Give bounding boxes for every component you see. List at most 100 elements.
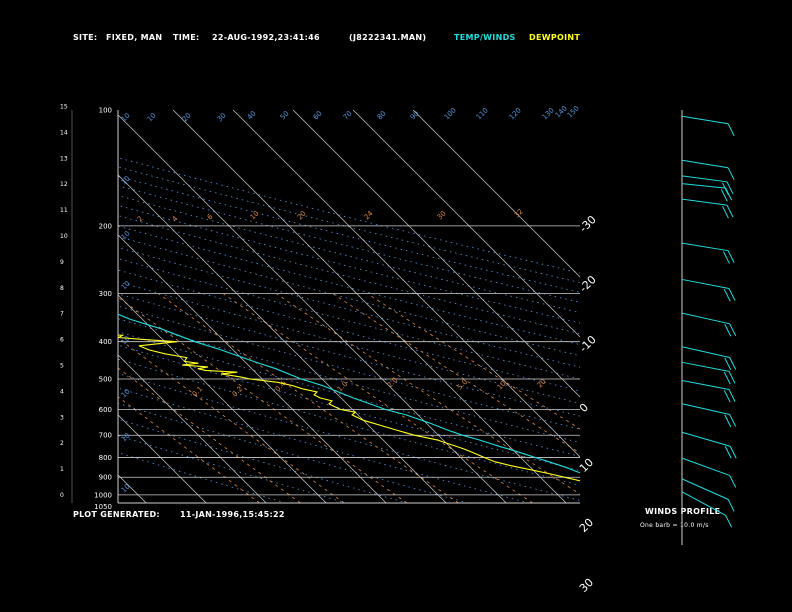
wind-barb-flag (729, 414, 737, 427)
isotherm-line (118, 294, 327, 503)
wind-barb-flag (727, 123, 735, 136)
isotherm-line (118, 234, 387, 503)
wind-barb-shaft (681, 198, 728, 206)
wind-barb-flag (729, 323, 737, 337)
wind-barb-flag (724, 414, 732, 428)
pressure-tick-label: 200 (99, 222, 112, 230)
dry-adiabat-line (118, 305, 580, 430)
mixing-ratio-label: 24 (363, 209, 375, 221)
dry-adiabat-line (118, 258, 580, 380)
isotherm-line (118, 474, 147, 503)
wind-barb-flag (722, 251, 730, 264)
height-tick-label: 9 (60, 259, 64, 266)
mixing-ratio-label: 6 (206, 212, 215, 221)
plot-frame (71, 110, 683, 545)
file-name: (J8222341.MAN) (349, 33, 427, 42)
mixing-ratio-lines (118, 293, 580, 503)
wind-barb-shaft (681, 115, 729, 125)
wind-barb-shaft (681, 175, 728, 183)
pressure-tick-label: 800 (99, 454, 112, 462)
plot-generated-label: PLOT GENERATED: (73, 510, 160, 519)
site-label: SITE: (73, 33, 98, 42)
pressure-tick-label: 400 (99, 338, 112, 346)
wind-barb-flag (729, 357, 737, 370)
dry-adiabat-line (118, 175, 580, 293)
height-tick-label: 7 (60, 311, 64, 318)
mixing-ratio-label: 20 (536, 377, 548, 389)
pressure-tick-label: 1050 (94, 503, 112, 511)
height-tick-label: 10 (60, 233, 68, 240)
wind-barb-shaft (681, 403, 730, 415)
wind-barb-shaft (681, 361, 730, 372)
adiabat-label: 10 (120, 431, 132, 443)
mixing-ratio-line (332, 293, 580, 454)
wind-barb-flag (723, 389, 731, 403)
legend-temp-winds: TEMP/WINDS (454, 33, 516, 42)
site-value: FIXED, MAN (106, 33, 163, 42)
wind-barb-flag (723, 288, 731, 302)
mixing-ratio-label: 20 (296, 209, 308, 221)
axis-labels: 1002003004005006007008009001000105001234… (60, 104, 599, 595)
dry-adiabat-line (118, 157, 580, 274)
wind-barb-flag (720, 189, 728, 202)
mixing-ratio-label: 5.0 (456, 378, 470, 392)
temp-tick-label-right: -10 (577, 333, 599, 355)
mixing-ratio-line (118, 396, 260, 503)
isotherm-line (412, 110, 580, 278)
dry-adiabat-line (118, 247, 580, 368)
wind-barb-shaft (681, 278, 730, 290)
wind-barb-flag (725, 187, 733, 201)
temp-tick-label-right: -20 (577, 273, 599, 295)
mixing-ratio-line (275, 293, 580, 495)
wind-barb-flag (724, 357, 732, 371)
wind-barb-flag (728, 288, 736, 301)
isotherms (0, 110, 580, 503)
dry-adiabat-line (118, 195, 580, 313)
wind-barb-flag (723, 371, 731, 385)
isotherm-line (0, 110, 86, 503)
winds-profile-note: One barb = 10.0 m/s (640, 522, 709, 529)
wind-barb-flag (728, 371, 736, 384)
mixing-ratio-line (118, 367, 301, 503)
adiabat-label: 120 (508, 106, 523, 121)
adiabat-label: 50 (279, 109, 291, 121)
wind-barb-shaft (681, 183, 726, 189)
temp-tick-label-right: -30 (577, 213, 599, 235)
temperature-line (118, 313, 580, 474)
wind-barb-flag (726, 181, 734, 195)
wind-barb-flag (722, 205, 729, 219)
temp-tick-label-right: 30 (577, 576, 596, 595)
adiabat-label: 10 (120, 111, 132, 123)
dry-adiabats (118, 157, 580, 503)
height-tick-label: 3 (60, 414, 64, 421)
isotherm-line (118, 114, 507, 503)
wind-barb-flag (725, 515, 733, 528)
adiabat-label: 10 (120, 229, 132, 241)
adiabat-label: 80 (376, 109, 388, 121)
mixing-ratio-label: 0.1 (191, 385, 205, 399)
dewpoint-line (118, 334, 580, 482)
dry-adiabat-line (118, 225, 580, 346)
wind-barb-shaft (681, 379, 730, 391)
height-tick-label: 14 (60, 129, 68, 136)
adiabat-label: 10 (120, 334, 132, 346)
wind-profile (681, 115, 737, 528)
adiabat-label: 10 (120, 174, 132, 186)
temp-tick-label-right: 0 (577, 401, 591, 415)
wind-barb-shaft (681, 431, 731, 447)
wind-barb-shaft (681, 491, 726, 516)
mixing-ratio-label: 2 (136, 215, 145, 224)
height-tick-label: 1 (60, 466, 64, 473)
adiabat-label: 10 (120, 279, 132, 291)
adiabat-label: 40 (246, 109, 258, 121)
dry-adiabat-line (118, 293, 580, 417)
wind-barb-shaft (681, 478, 729, 500)
dry-adiabat-line (118, 372, 580, 501)
wind-barb-flag (728, 389, 736, 402)
legend-dewpoint: DEWPOINT (529, 33, 581, 42)
height-tick-label: 13 (60, 155, 68, 162)
dry-adiabat-line (118, 185, 580, 303)
time-label: TIME: (173, 33, 200, 42)
height-tick-label: 0 (60, 492, 64, 499)
